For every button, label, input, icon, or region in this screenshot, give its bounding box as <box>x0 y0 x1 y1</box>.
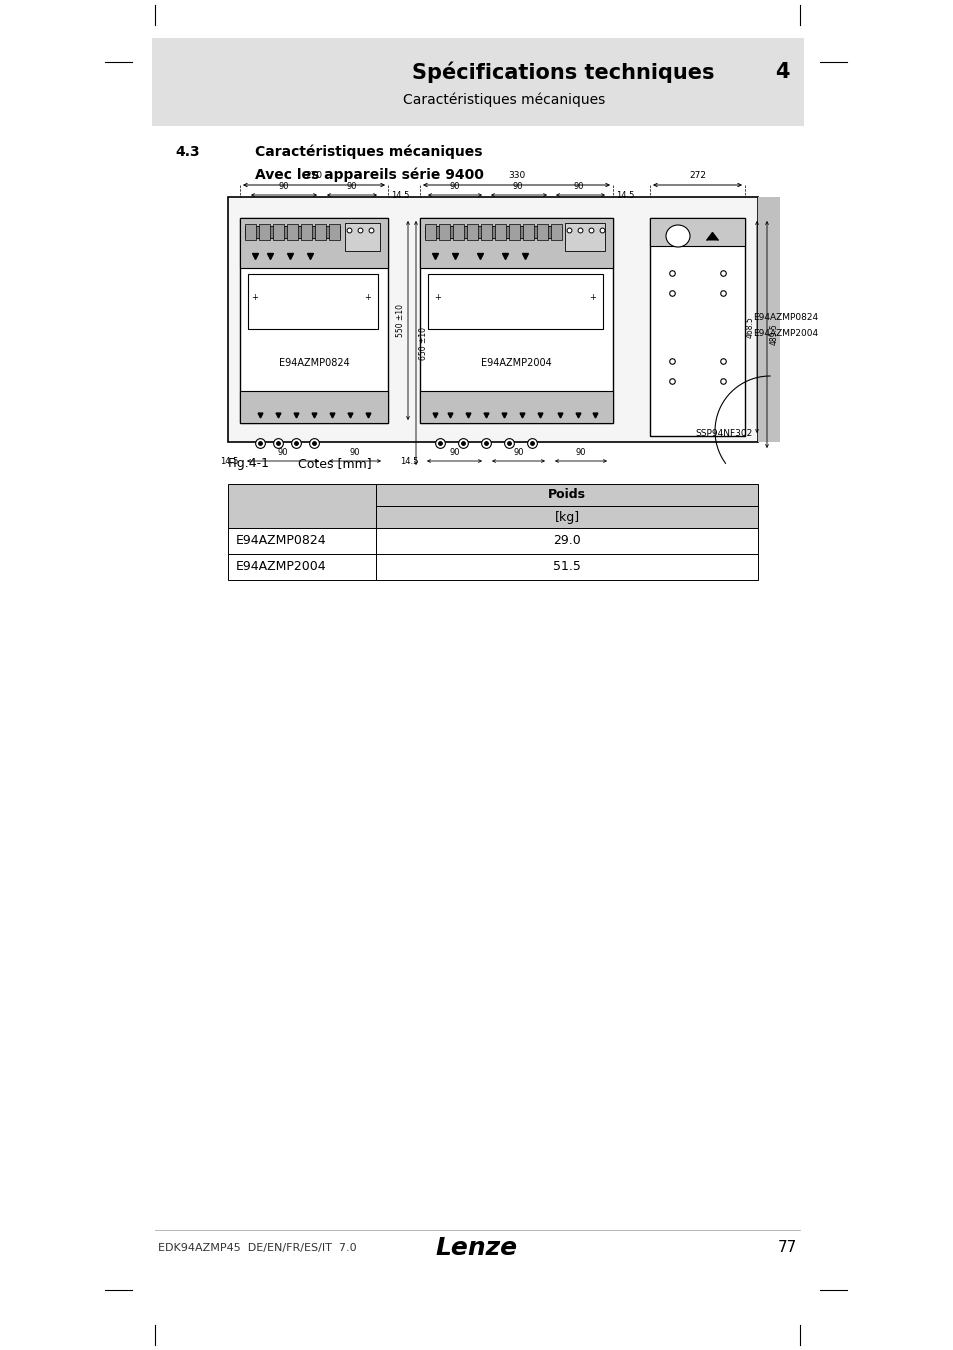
Text: 14.5: 14.5 <box>399 456 417 466</box>
Bar <box>424 224 436 240</box>
Bar <box>649 217 744 436</box>
Bar <box>551 224 561 240</box>
Text: 90: 90 <box>576 448 586 458</box>
Bar <box>375 485 758 506</box>
Ellipse shape <box>665 225 689 247</box>
Text: 90: 90 <box>513 448 523 458</box>
Bar <box>228 485 375 528</box>
Bar <box>649 217 744 246</box>
Bar <box>509 224 519 240</box>
Text: 29.0: 29.0 <box>553 535 580 548</box>
Text: Avec les appareils série 9400: Avec les appareils série 9400 <box>254 167 483 182</box>
Bar <box>240 217 388 423</box>
Bar <box>522 224 534 240</box>
Text: 550 ±10: 550 ±10 <box>395 304 405 338</box>
Text: +: + <box>364 293 371 302</box>
Text: 90: 90 <box>512 182 522 190</box>
Text: 90: 90 <box>449 448 459 458</box>
Text: 14.5: 14.5 <box>219 456 237 466</box>
Bar <box>495 224 505 240</box>
Bar <box>419 217 613 423</box>
Bar <box>467 224 477 240</box>
Text: 650 ±10: 650 ±10 <box>418 327 428 359</box>
Text: 272: 272 <box>688 171 705 180</box>
Text: 90: 90 <box>278 182 289 190</box>
Text: Lenze: Lenze <box>436 1237 517 1260</box>
Text: E94AZMP0824: E94AZMP0824 <box>752 313 818 323</box>
Bar <box>258 224 270 240</box>
Bar <box>345 223 379 251</box>
Bar <box>314 224 326 240</box>
Text: EDK94AZMP45  DE/EN/FR/ES/IT  7.0: EDK94AZMP45 DE/EN/FR/ES/IT 7.0 <box>158 1243 356 1253</box>
Text: 90: 90 <box>573 182 583 190</box>
Bar <box>228 528 375 554</box>
Text: 468.5: 468.5 <box>745 316 754 338</box>
Text: 90: 90 <box>346 182 356 190</box>
Bar <box>758 197 780 441</box>
Bar <box>228 554 375 580</box>
Text: 489.5: 489.5 <box>769 324 779 346</box>
Text: 51.5: 51.5 <box>553 560 580 574</box>
Text: E94AZMP2004: E94AZMP2004 <box>480 358 551 369</box>
Bar <box>301 224 312 240</box>
Text: 270: 270 <box>305 171 322 180</box>
Bar <box>245 225 339 238</box>
Text: +: + <box>589 293 596 302</box>
Text: +: + <box>435 293 441 302</box>
Text: 90: 90 <box>449 182 459 190</box>
Bar <box>424 225 555 238</box>
Text: Poids: Poids <box>547 489 585 501</box>
Text: 14.5: 14.5 <box>391 190 409 200</box>
Bar <box>428 274 602 329</box>
Bar <box>240 392 388 423</box>
Text: 77: 77 <box>777 1241 796 1256</box>
Bar <box>287 224 297 240</box>
Bar <box>375 554 758 580</box>
Bar <box>480 224 492 240</box>
Text: E94AZMP0824: E94AZMP0824 <box>278 358 349 369</box>
Text: 330: 330 <box>507 171 524 180</box>
Text: E94AZMP2004: E94AZMP2004 <box>752 328 818 338</box>
Text: 90: 90 <box>350 448 360 458</box>
Text: E94AZMP2004: E94AZMP2004 <box>235 560 326 574</box>
Text: Caractéristiques mécaniques: Caractéristiques mécaniques <box>402 93 604 107</box>
Text: 4.3: 4.3 <box>174 144 199 159</box>
Bar <box>228 197 758 441</box>
Bar <box>453 224 463 240</box>
Text: [kg]: [kg] <box>554 510 579 524</box>
Text: E94AZMP0824: E94AZMP0824 <box>235 535 326 548</box>
Bar <box>564 223 604 251</box>
Text: Spécifications techniques: Spécifications techniques <box>412 61 714 82</box>
Bar <box>273 224 284 240</box>
Text: +: + <box>252 293 258 302</box>
Bar <box>152 38 803 126</box>
Bar <box>329 224 339 240</box>
Text: Cotes [mm]: Cotes [mm] <box>297 458 372 471</box>
Bar <box>537 224 547 240</box>
Bar <box>375 528 758 554</box>
Text: 14.5: 14.5 <box>616 190 634 200</box>
Bar <box>240 217 388 269</box>
Bar <box>438 224 450 240</box>
Bar <box>419 217 613 269</box>
Text: SSP94NF302: SSP94NF302 <box>695 429 752 437</box>
Bar <box>245 224 255 240</box>
Text: Fig.4-1: Fig.4-1 <box>228 458 270 471</box>
Text: Caractéristiques mécaniques: Caractéristiques mécaniques <box>254 144 482 159</box>
Bar <box>248 274 377 329</box>
Bar <box>375 506 758 528</box>
Bar <box>419 392 613 423</box>
Text: 4: 4 <box>775 62 789 82</box>
Text: 90: 90 <box>277 448 288 458</box>
